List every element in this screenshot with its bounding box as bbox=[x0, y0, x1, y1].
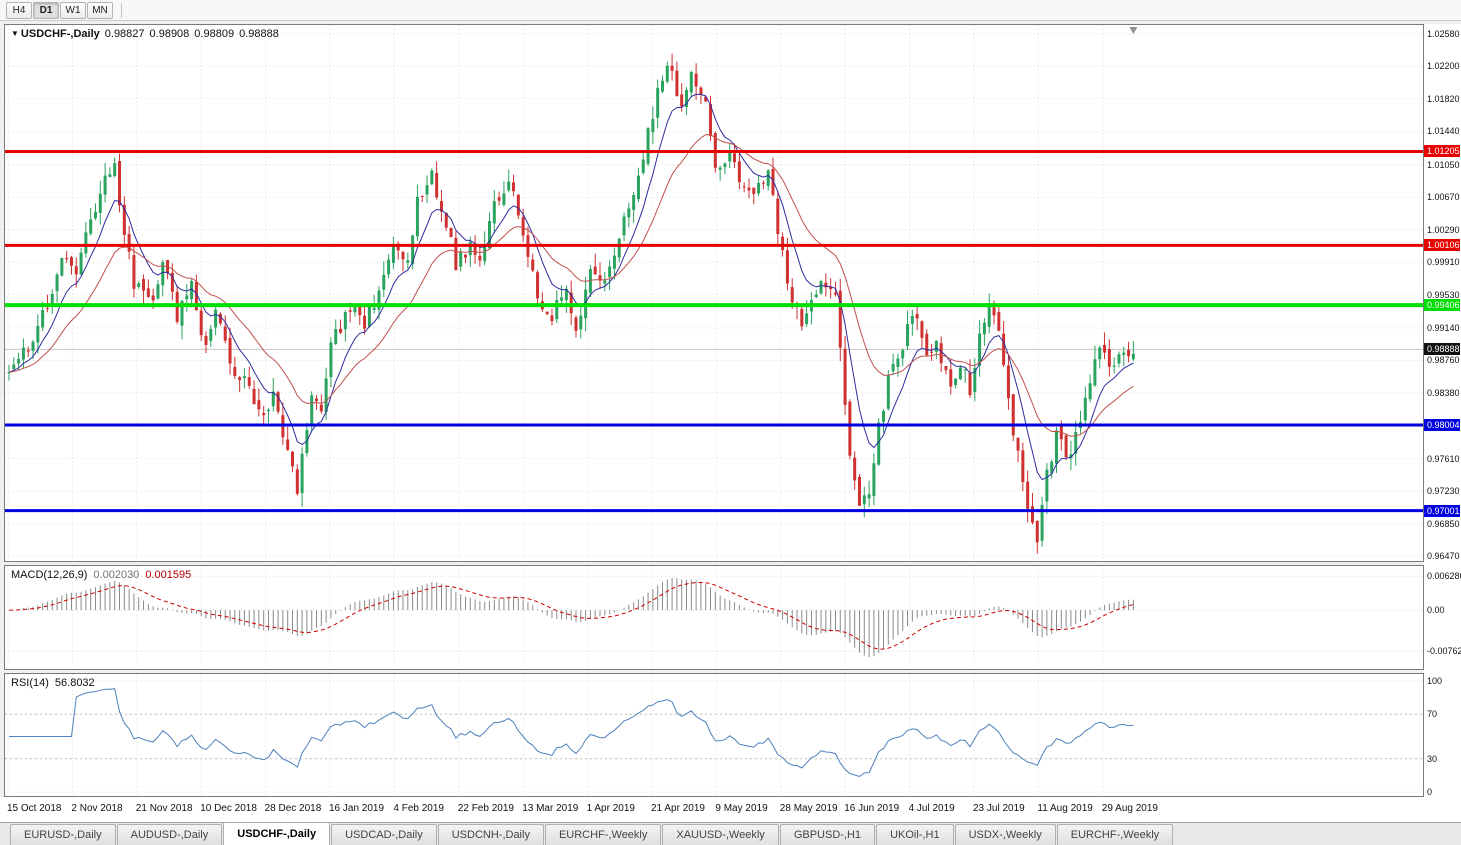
date-axis[interactable]: 15 Oct 2018 2 Nov 2018 21 Nov 2018 10 Dec 2… bbox=[0, 797, 1461, 822]
date-label: 15 Oct 2018 bbox=[7, 803, 62, 814]
chart-tab-eurchf-weekly[interactable]: EURCHF-,Weekly bbox=[544, 824, 662, 845]
price-axis-label: 1.02200 bbox=[1427, 61, 1460, 71]
date-label: 4 Feb 2019 bbox=[393, 803, 444, 814]
macd-indicator-panel: MACD(12,26,9) 0.002030 0.001595 bbox=[4, 565, 1424, 670]
level-price-label: 0.98004 bbox=[1424, 419, 1460, 431]
rsi-axis-label: 0 bbox=[1427, 787, 1433, 797]
date-label: 11 Aug 2019 bbox=[1037, 803, 1093, 814]
macd-canvas[interactable] bbox=[5, 566, 1423, 669]
price-axis-label: 0.97230 bbox=[1427, 486, 1460, 496]
chart-tab-usdcnh-daily[interactable]: USDCNH-,Daily bbox=[437, 824, 544, 845]
price-axis-label: 1.02580 bbox=[1427, 29, 1460, 39]
chart-tab-usdx-weekly[interactable]: USDX-,Weekly bbox=[954, 824, 1056, 845]
macd-axis-label: -0.00762 bbox=[1427, 646, 1461, 656]
macd-name: MACD(12,26,9) bbox=[11, 569, 88, 581]
macd-value-signal: 0.001595 bbox=[145, 569, 192, 581]
price-axis-label: 0.96470 bbox=[1427, 551, 1460, 561]
timeframe-toolbar: H4 D1 W1 MN bbox=[0, 0, 1461, 21]
date-label: 29 Aug 2019 bbox=[1101, 803, 1158, 814]
timeframe-button-h4[interactable]: H4 bbox=[6, 1, 32, 19]
price-axis-label: 1.01440 bbox=[1427, 126, 1460, 136]
price-axis-label: 0.99530 bbox=[1427, 290, 1460, 300]
rsi-name: RSI(14) bbox=[11, 677, 49, 689]
rsi-indicator-panel: RSI(14) 56.8032 bbox=[4, 673, 1424, 797]
toolbar-separator bbox=[121, 2, 122, 18]
date-label: 10 Dec 2018 bbox=[200, 803, 257, 814]
chart-tab-usdcad-daily[interactable]: USDCAD-,Daily bbox=[331, 824, 437, 845]
rsi-label: RSI(14) 56.8032 bbox=[11, 677, 95, 689]
date-label: 13 Mar 2019 bbox=[522, 803, 579, 814]
date-label: 2 Nov 2018 bbox=[71, 803, 123, 814]
level-price-label: 0.99406 bbox=[1424, 299, 1460, 311]
chart-close-value: 0.98888 bbox=[239, 28, 279, 40]
macd-label: MACD(12,26,9) 0.002030 0.001595 bbox=[11, 569, 191, 581]
price-axis-label: 1.00290 bbox=[1427, 225, 1460, 235]
date-label: 22 Feb 2019 bbox=[457, 803, 514, 814]
level-price-label: 0.97001 bbox=[1424, 505, 1460, 517]
price-axis-label: 0.98760 bbox=[1427, 355, 1460, 365]
rsi-value: 56.8032 bbox=[54, 677, 95, 689]
timeframe-button-w1[interactable]: W1 bbox=[60, 1, 86, 19]
chart-dropdown-icon[interactable]: ▼ bbox=[11, 29, 19, 38]
chart-title: ▼ USDCHF-,Daily 0.98827 0.98908 0.98809 0.988… bbox=[11, 28, 279, 40]
date-label: 1 Apr 2019 bbox=[586, 803, 635, 814]
date-label: 21 Apr 2019 bbox=[651, 803, 705, 814]
date-label: 4 Jul 2019 bbox=[908, 803, 955, 814]
chart-tab-xauusd-weekly[interactable]: XAUUSD-,Weekly bbox=[662, 824, 779, 845]
timeframe-buttons: H4 D1 W1 MN bbox=[6, 1, 114, 19]
macd-axis-label: 0.00 bbox=[1427, 605, 1445, 615]
chart-tab-audusd-daily[interactable]: AUDUSD-,Daily bbox=[116, 824, 223, 845]
chart-tab-bar: EURUSD-,Daily AUDUSD-,Daily USDCHF-,Daily U… bbox=[0, 822, 1461, 845]
rsi-axis-label: 100 bbox=[1427, 676, 1443, 686]
price-axis-label: 0.96850 bbox=[1427, 519, 1460, 529]
price-axis-label: 1.01820 bbox=[1427, 94, 1460, 104]
chart-tab-eurchf-weekly[interactable]: EURCHF-,Weekly bbox=[1056, 824, 1174, 845]
chart-tab-eurusd-daily[interactable]: EURUSD-,Daily bbox=[10, 824, 116, 845]
chart-symbol-period: USDCHF-,Daily bbox=[20, 28, 100, 40]
main-chart-canvas[interactable] bbox=[5, 25, 1423, 561]
date-label: 16 Jan 2019 bbox=[329, 803, 385, 814]
rsi-axis-label: 70 bbox=[1427, 709, 1438, 719]
chart-tab-ukoil-h1[interactable]: UKOil-,H1 bbox=[876, 824, 954, 845]
price-axis-label: 0.97610 bbox=[1427, 454, 1460, 464]
date-label: 21 Nov 2018 bbox=[135, 803, 193, 814]
chart-high-value: 0.98908 bbox=[149, 28, 190, 40]
date-label: 28 May 2019 bbox=[779, 803, 838, 814]
price-axis-label: 1.00670 bbox=[1427, 192, 1460, 202]
level-price-label: 1.01205 bbox=[1424, 145, 1460, 157]
macd-value-main: 0.002030 bbox=[93, 569, 140, 581]
timeframe-button-mn[interactable]: MN bbox=[87, 1, 113, 19]
price-axis-label: 1.01050 bbox=[1427, 160, 1460, 170]
macd-axis-label: 0.006286 bbox=[1427, 571, 1461, 581]
rsi-canvas[interactable] bbox=[5, 674, 1423, 796]
date-label: 28 Dec 2018 bbox=[264, 803, 322, 814]
timeframe-button-d1[interactable]: D1 bbox=[33, 1, 59, 19]
chart-tab-usdchf-daily[interactable]: USDCHF-,Daily bbox=[223, 822, 331, 845]
chart-low-value: 0.98809 bbox=[194, 28, 235, 40]
price-axis[interactable]: 1.02580 1.02200 1.01820 1.01440 1.01050 1.006… bbox=[1424, 24, 1461, 804]
date-label: 9 May 2019 bbox=[715, 803, 768, 814]
chart-tab-gbpusd-h1[interactable]: GBPUSD-,H1 bbox=[779, 824, 876, 845]
date-label: 16 Jun 2019 bbox=[844, 803, 900, 814]
rsi-axis-label: 30 bbox=[1427, 754, 1438, 764]
date-label: 23 Jul 2019 bbox=[973, 803, 1025, 814]
price-axis-label: 0.98380 bbox=[1427, 388, 1460, 398]
chart-open-value: 0.98827 bbox=[104, 28, 145, 40]
price-axis-label: 0.99910 bbox=[1427, 257, 1460, 267]
price-axis-label: 0.99140 bbox=[1427, 323, 1460, 333]
main-chart-panel: ▼ USDCHF-,Daily 0.98827 0.98908 0.98809 0.988… bbox=[4, 24, 1424, 562]
current-price-label: 0.98888 bbox=[1424, 343, 1460, 355]
level-price-label: 1.00106 bbox=[1424, 239, 1460, 251]
